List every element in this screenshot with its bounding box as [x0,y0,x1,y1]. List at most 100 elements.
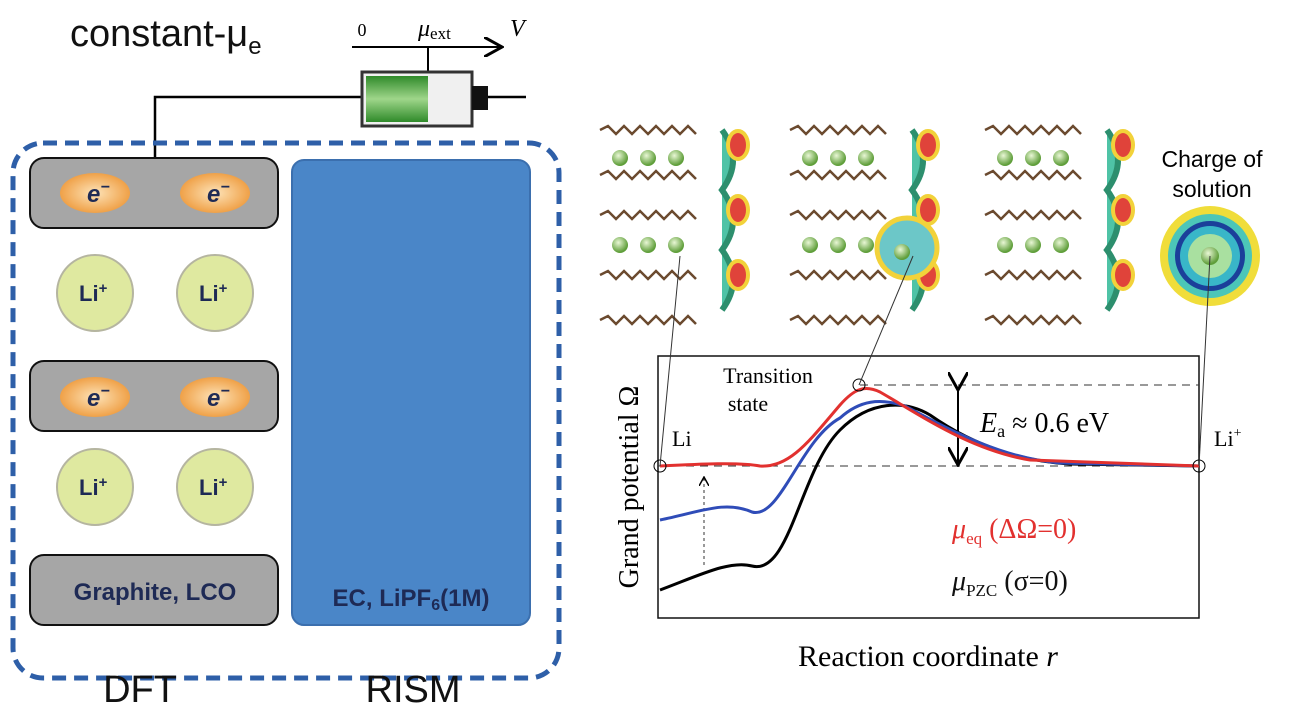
electron-base: e [207,181,220,208]
density-lobe [918,131,938,159]
charge-label: Charge of [1161,146,1263,172]
graphene-layer [790,211,886,219]
ts-label: Transition [723,363,813,388]
ion-sup: + [99,474,108,491]
v-label: V [510,16,527,42]
solution-text: (1M) [440,585,489,612]
dft-label: DFT [103,669,177,706]
mu-eq-label: μeq (ΔΩ=0) [951,514,1076,548]
pzc-curve [660,405,1199,590]
li-atom [830,237,846,253]
barrier-label: Ea ≈ 0.6 eV [979,408,1109,441]
li-sup: + [1234,426,1242,441]
ion-base: Li [79,475,99,500]
li-label: Li [672,426,692,451]
li-atom [858,150,874,166]
intermediate-curve [660,402,1199,520]
barrier-text: ≈ 0.6 eV [1005,408,1109,439]
graphene-layer [790,271,886,279]
density-lobe [728,261,748,289]
graphene-layer [600,171,696,179]
graphene-layer [600,126,696,134]
title-text: constant-μ [70,13,248,55]
li-atom [802,237,818,253]
li-atom [640,237,656,253]
graphene-layer [790,316,886,324]
li-plus-label: Li+ [1214,426,1242,451]
ion-base: Li [199,475,219,500]
mu: μ [951,514,966,545]
y-axis-label: Grand potential Ω [614,386,645,589]
ion-base: Li [79,281,99,306]
barrier-e: E [979,408,997,439]
graphene-layer [985,171,1081,179]
battery-terminal [472,86,488,110]
graphene-layer [600,316,696,324]
figure: constant-μe 0 μext V e−e−e−e−Li+Li+Li+Li… [0,0,1301,706]
li-atom [668,150,684,166]
density-lobe [1113,261,1133,289]
li-atom [997,150,1013,166]
mu-sub: ext [430,24,451,43]
solution-label: EC, LiPF6(1M) [333,585,490,614]
li-atom [640,150,656,166]
li-atom [830,150,846,166]
ion-sup: + [219,474,228,491]
li-atom [1053,237,1069,253]
zero-label: 0 [358,20,367,40]
li-atom [612,150,628,166]
mu-ext: μext [417,16,451,43]
electron-sup: − [100,179,109,196]
mu-sub: PZC [966,581,997,600]
graphene-layer [985,316,1081,324]
battery-charge [366,76,428,122]
x-axis-var: r [1046,640,1058,673]
mu: μ [951,566,966,597]
mu: μ [417,16,430,42]
graphene-layer [985,211,1081,219]
rism-label: RISM [366,669,461,706]
ts-label: state [728,391,768,416]
title: constant-μe [70,13,262,60]
solution-box [292,160,530,625]
transition-ion [894,244,910,260]
charge-label: solution [1172,176,1251,202]
electron-sup: − [220,179,229,196]
electron-sup: − [220,383,229,400]
li-atom [1025,150,1041,166]
graphene-layer [790,126,886,134]
ion-base: Li [199,281,219,306]
barrier-sub: a [997,421,1005,441]
li-base: Li [1214,426,1234,451]
graphene-layer [600,211,696,219]
li-atom [668,237,684,253]
li-atom [802,150,818,166]
mu-text: (σ=0) [997,566,1068,597]
density-lobe [728,131,748,159]
li-atom [997,237,1013,253]
electron-sup: − [100,383,109,400]
graphene-layer [985,271,1081,279]
density-lobe [1113,196,1133,224]
li-atom [1053,150,1069,166]
solution-text: EC, LiPF [333,585,432,612]
graphene-layer [600,271,696,279]
x-axis-label: Reaction coordinate r [798,640,1058,673]
graphene-layer [790,171,886,179]
ion-sup: + [99,280,108,297]
mu-pzc-label: μPZC (σ=0) [951,566,1068,600]
title-sub: e [248,33,261,60]
li-atom [858,237,874,253]
li-atom [1025,237,1041,253]
electrode-label: Graphite, LCO [74,579,237,606]
density-lobe [1113,131,1133,159]
ion-sup: + [219,280,228,297]
solution-sub: 6 [431,597,440,614]
x-axis-text: Reaction coordinate [798,640,1046,673]
li-atom [612,237,628,253]
density-lobe [728,196,748,224]
electron-base: e [87,181,100,208]
electron-base: e [87,385,100,412]
graphene-layer [985,126,1081,134]
mu-text: (ΔΩ=0) [982,514,1076,545]
